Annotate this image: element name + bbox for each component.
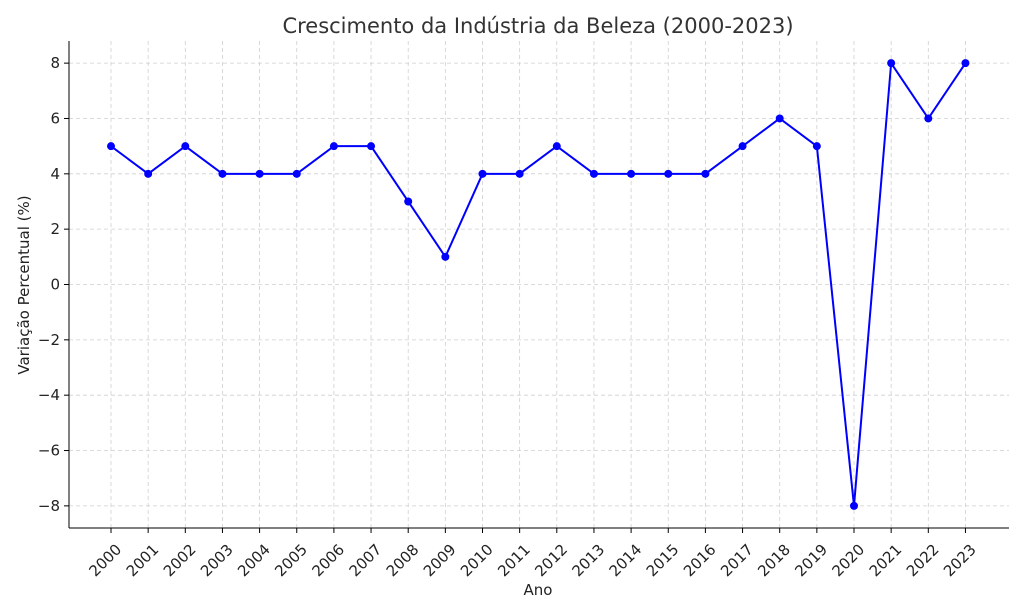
y-axis-label: Variação Percentual (%) bbox=[15, 195, 33, 374]
x-tick-label: 2009 bbox=[420, 541, 460, 581]
data-point bbox=[367, 142, 376, 151]
x-tick-label: 2023 bbox=[940, 541, 980, 581]
x-tick-label: 2020 bbox=[829, 541, 869, 581]
x-tick-label: 2007 bbox=[346, 541, 386, 581]
x-tick-label: 2002 bbox=[160, 541, 200, 581]
x-tick-label: 2014 bbox=[606, 541, 646, 581]
data-point bbox=[255, 169, 264, 178]
data-point bbox=[107, 142, 115, 151]
data-point bbox=[850, 501, 858, 510]
y-tick-label: −2 bbox=[38, 331, 60, 349]
x-tick-label: 2017 bbox=[717, 541, 757, 581]
y-tick-label: 2 bbox=[50, 220, 60, 238]
x-tick-label: 2019 bbox=[791, 541, 831, 581]
y-tick-label: −6 bbox=[38, 442, 60, 460]
x-tick-label: 2022 bbox=[903, 541, 943, 581]
series bbox=[107, 59, 970, 510]
y-tick-label: 6 bbox=[50, 109, 60, 127]
x-tick-label: 2018 bbox=[754, 541, 794, 581]
ticks: −8−6−4−202468200020012002200320042005200… bbox=[38, 54, 980, 580]
data-point bbox=[441, 252, 450, 261]
data-point bbox=[181, 142, 190, 151]
x-tick-label: 2013 bbox=[568, 541, 608, 581]
x-tick-label: 2001 bbox=[123, 541, 163, 581]
x-tick-label: 2015 bbox=[643, 541, 683, 581]
data-point bbox=[738, 142, 747, 151]
data-point bbox=[552, 142, 561, 151]
y-tick-label: 8 bbox=[50, 54, 60, 72]
x-tick-label: 2008 bbox=[383, 541, 423, 581]
data-point bbox=[701, 169, 710, 178]
grid bbox=[69, 41, 1009, 528]
x-tick-label: 2016 bbox=[680, 541, 720, 581]
data-point bbox=[924, 114, 933, 123]
x-tick-label: 2011 bbox=[494, 541, 534, 581]
x-tick-label: 2004 bbox=[234, 541, 274, 581]
data-point bbox=[589, 169, 598, 178]
data-point bbox=[218, 169, 227, 178]
y-tick-label: −4 bbox=[38, 386, 60, 404]
x-tick-label: 2006 bbox=[308, 541, 348, 581]
y-tick-label: −8 bbox=[38, 497, 60, 515]
data-point bbox=[292, 169, 301, 178]
data-point bbox=[478, 169, 487, 178]
data-point bbox=[775, 114, 784, 123]
data-point bbox=[144, 169, 153, 178]
x-axis-label: Ano bbox=[524, 581, 553, 599]
data-point bbox=[515, 169, 524, 178]
data-point bbox=[404, 197, 413, 206]
data-point bbox=[664, 169, 673, 178]
data-point bbox=[627, 169, 636, 178]
data-point bbox=[812, 142, 821, 151]
data-point bbox=[329, 142, 338, 151]
x-tick-label: 2003 bbox=[197, 541, 237, 581]
x-tick-label: 2010 bbox=[457, 541, 497, 581]
x-tick-label: 2005 bbox=[271, 541, 311, 581]
y-tick-label: 0 bbox=[50, 276, 60, 294]
series-line bbox=[110, 62, 967, 507]
data-point bbox=[961, 59, 970, 68]
y-tick-label: 4 bbox=[50, 165, 60, 183]
x-tick-label: 2000 bbox=[86, 541, 126, 581]
chart-title: Crescimento da Indústria da Beleza (2000… bbox=[282, 14, 793, 38]
data-point bbox=[887, 59, 896, 68]
x-tick-label: 2021 bbox=[866, 541, 906, 581]
x-tick-label: 2012 bbox=[531, 541, 571, 581]
